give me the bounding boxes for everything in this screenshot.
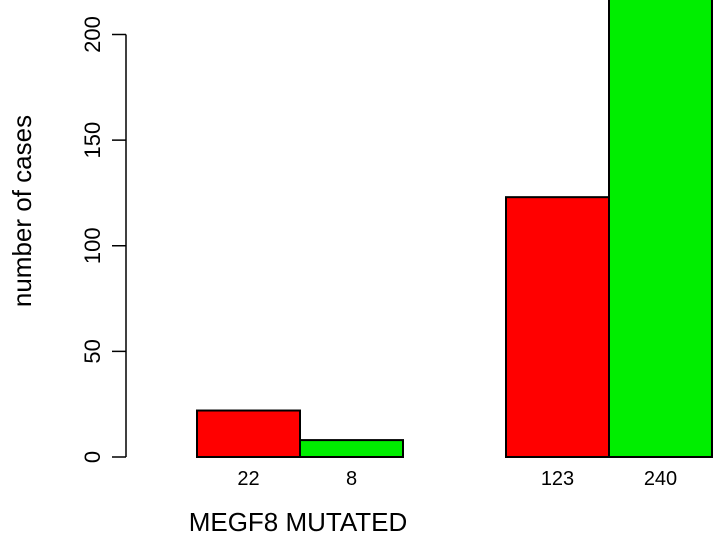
y-tick-label: 0 — [80, 451, 105, 463]
y-axis-title: number of cases — [7, 115, 37, 307]
y-axis: 0 50 100 150 200 — [80, 16, 127, 463]
bar-group2-red — [505, 196, 610, 458]
x-axis-title: MEGF8 MUTATED — [189, 507, 408, 537]
bar-group2-green — [608, 0, 713, 458]
y-tick-label: 50 — [80, 339, 105, 363]
y-tick-label: 200 — [80, 16, 105, 53]
y-tick-label: 150 — [80, 122, 105, 159]
y-tick-label: 100 — [80, 227, 105, 264]
bar-group1-green — [299, 439, 404, 459]
bar-group1-red — [196, 409, 301, 458]
bar-value-label: 123 — [541, 468, 574, 490]
bar-value-label: 22 — [237, 468, 259, 490]
bar-value-label: 240 — [644, 468, 677, 490]
bar-labels: 22 8 123 240 — [237, 468, 677, 490]
bar-value-label: 8 — [346, 468, 357, 490]
bars — [196, 0, 713, 459]
